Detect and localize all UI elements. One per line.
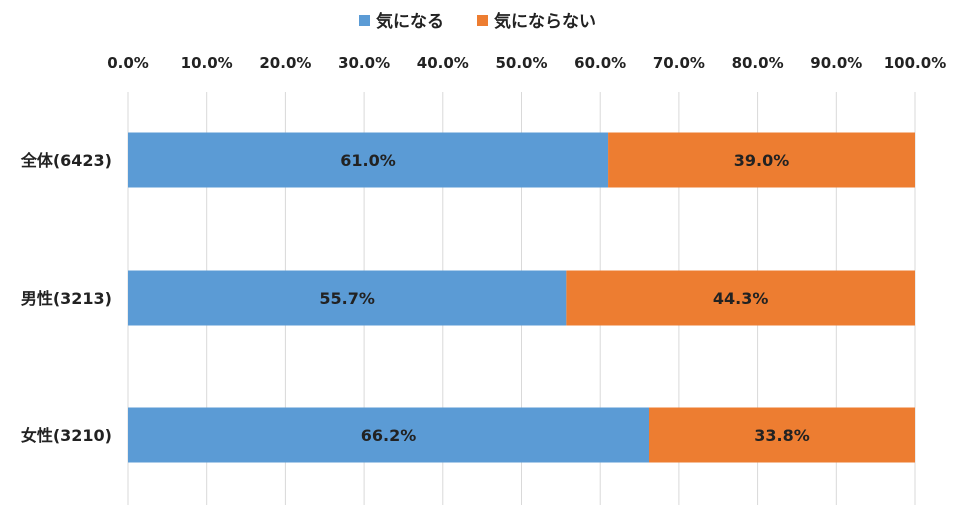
x-tick-label: 10.0%	[181, 54, 233, 72]
x-tick-label: 80.0%	[732, 54, 784, 72]
bar-segment-kininaranai	[608, 132, 915, 188]
category-labels: 全体(6423) 男性(3213) 女性(3210)	[20, 151, 112, 445]
bar-segments	[128, 132, 915, 463]
x-tick-label: 70.0%	[653, 54, 705, 72]
data-label: 33.8%	[754, 426, 810, 445]
data-label: 61.0%	[340, 151, 396, 170]
bar-segment-kininaru	[128, 132, 609, 188]
x-tick-label: 100.0%	[884, 54, 946, 72]
category-label: 全体(6423)	[20, 151, 112, 170]
legend-swatch-kininaru	[359, 15, 370, 26]
bar-segment-kininaru	[128, 407, 649, 463]
legend: 気になる 気にならない	[359, 11, 596, 32]
data-label: 66.2%	[361, 426, 417, 445]
legend-swatch-kininaranai	[477, 15, 488, 26]
x-tick-label: 50.0%	[495, 54, 547, 72]
x-tick-label: 90.0%	[810, 54, 862, 72]
x-tick-label: 40.0%	[417, 54, 469, 72]
x-tick-label: 60.0%	[574, 54, 626, 72]
legend-label-kininaru: 気になる	[375, 11, 444, 32]
bar-segment-kininaranai	[648, 407, 915, 463]
bar-segment-kininaru	[128, 270, 567, 326]
x-axis-tick-labels: 0.0% 10.0% 20.0% 30.0% 40.0% 50.0% 60.0% 70.0% 8…	[107, 54, 946, 72]
bar-segment-kininaranai	[566, 270, 915, 326]
data-labels: 61.0% 39.0% 55.7% 44.3% 66.2% 33.8%	[319, 151, 809, 445]
legend-label-kininaranai: 気にならない	[493, 11, 596, 32]
data-label: 44.3%	[713, 289, 769, 308]
category-label: 男性(3213)	[21, 289, 112, 308]
x-tick-label: 20.0%	[259, 54, 311, 72]
data-label: 55.7%	[319, 289, 375, 308]
x-tick-label: 0.0%	[107, 54, 149, 72]
data-label: 39.0%	[734, 151, 790, 170]
x-tick-label: 30.0%	[338, 54, 390, 72]
category-label: 女性(3210)	[21, 426, 112, 445]
